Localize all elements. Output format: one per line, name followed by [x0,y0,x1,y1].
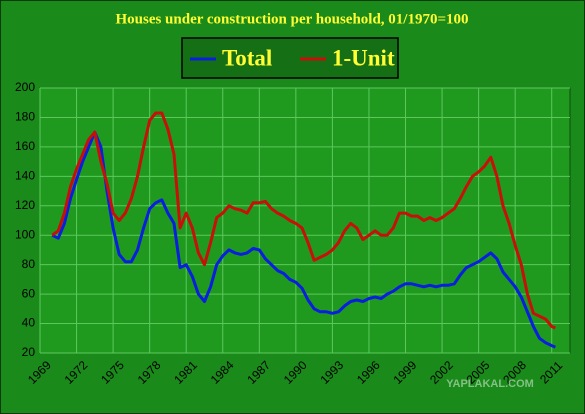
y-tick-label: 200 [15,80,35,94]
series-line [51,130,556,349]
y-tick-label: 20 [22,345,36,359]
y-tick-label: 120 [15,198,35,212]
y-tick-label: 40 [22,316,36,330]
legend-label: Total [222,45,272,70]
y-tick-label: 80 [22,257,36,271]
watermark: YAPLAKAL.COM [446,378,534,390]
y-tick-label: 140 [15,169,35,183]
legend-label: 1-Unit [332,45,395,70]
y-tick-label: 160 [15,139,35,153]
series-line [51,111,556,330]
legend-box [181,37,399,79]
plot-area [39,87,571,354]
y-tick-label: 60 [22,286,36,300]
y-tick-label: 180 [15,110,35,124]
chart-title: Houses under construction per household,… [115,11,468,27]
y-tick-label: 100 [15,227,35,241]
